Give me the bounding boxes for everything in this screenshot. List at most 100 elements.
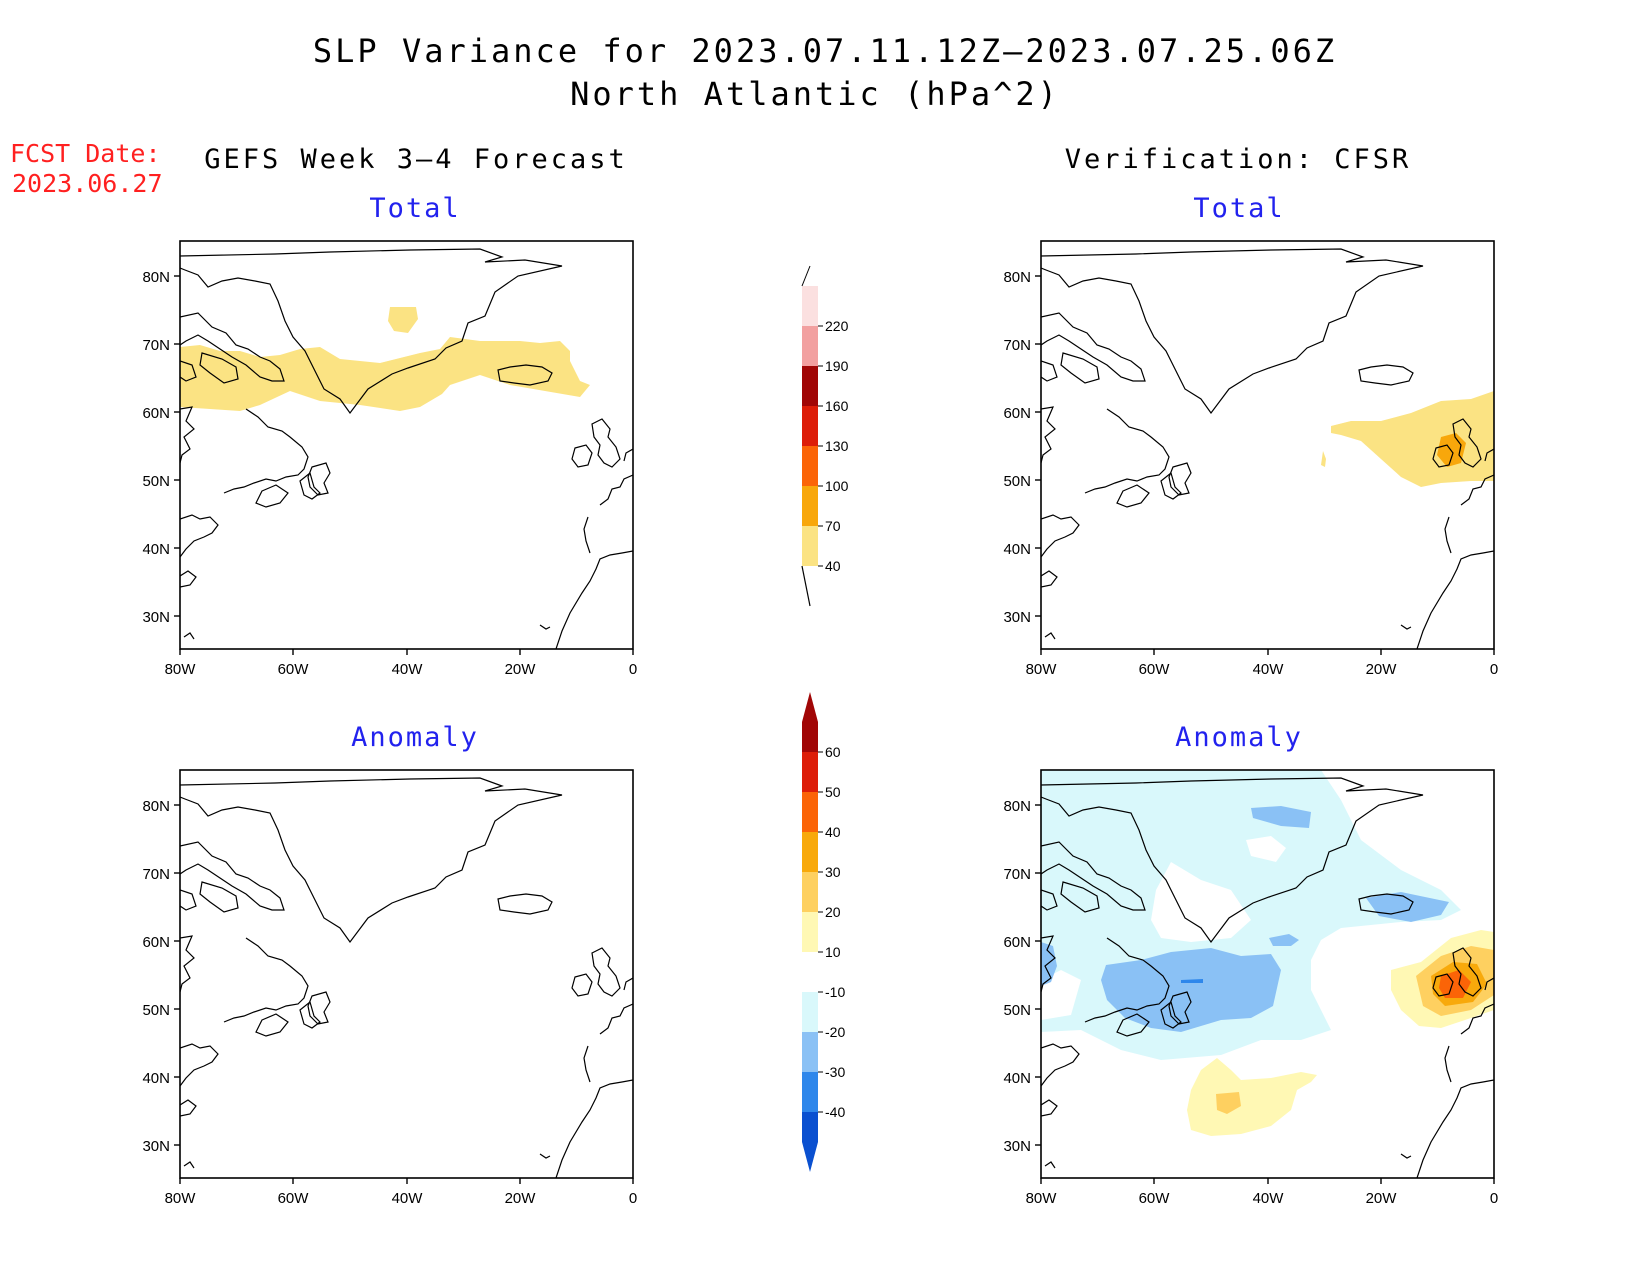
colorbar-swatch [802, 286, 818, 326]
colorbar-swatch [802, 326, 818, 366]
colorbar-level-label: 100 [825, 478, 849, 494]
lat-tick-label: 60N [142, 405, 170, 422]
lat-tick-label: 60N [142, 934, 170, 951]
colorbar-swatch [802, 912, 818, 952]
anomaly-contour-neg20 [1366, 892, 1449, 922]
lon-tick-label: 40W [392, 1190, 424, 1207]
lon-tick-label: 80W [1026, 1190, 1058, 1207]
lon-tick-label: 80W [1026, 661, 1058, 678]
map-panel-verification-anomaly [1034, 769, 1495, 1185]
anomaly-contour-neg20 [1269, 934, 1299, 946]
anomaly-colorbar: -40 -30 -20 -10 10 20 30 40 50 60 [802, 692, 845, 1172]
lon-tick-label: 20W [505, 1190, 537, 1207]
anomaly-contour-neg20 [1041, 942, 1057, 986]
lon-tick-label: 20W [1366, 661, 1398, 678]
colorbar-swatch [802, 526, 818, 566]
lat-tick-label: 80N [142, 798, 170, 815]
right-column-heading: Verification: CFSR [1065, 144, 1412, 175]
colorbar-swatch [802, 1072, 818, 1112]
lat-tick-label: 70N [1003, 866, 1031, 883]
colorbar-tip [801, 265, 811, 287]
colorbar-tail [801, 565, 811, 607]
lon-tick-label: 60W [278, 1190, 310, 1207]
lon-tick-label: 0 [629, 1190, 637, 1207]
colorbar-level-label: 70 [825, 518, 841, 534]
lat-tick-label: 40N [1003, 541, 1031, 558]
colorbar-swatch [802, 446, 818, 486]
lat-tick-label: 60N [1003, 934, 1031, 951]
lat-tick-label: 40N [142, 541, 170, 558]
panel-label-verification-anomaly: Anomaly [1175, 722, 1303, 753]
anomaly-contour-neg20 [1251, 806, 1311, 828]
lat-tick-label: 80N [142, 269, 170, 286]
colorbar-level-label: -20 [825, 1024, 845, 1040]
colorbar-swatch [802, 832, 818, 872]
lat-tick-label: 50N [142, 473, 170, 490]
variance-contour-40 [1321, 451, 1326, 467]
colorbar-level-label: -30 [825, 1064, 845, 1080]
colorbar-swatch [802, 692, 818, 752]
lat-tick-label: 30N [142, 1138, 170, 1155]
anomaly-contour-20 [1216, 1092, 1241, 1114]
anomaly-contour-10 [1187, 1058, 1317, 1136]
lat-tick-label: 80N [1003, 798, 1031, 815]
lon-tick-label: 80W [165, 1190, 197, 1207]
colorbar-level-label: 40 [825, 824, 841, 840]
colorbar-level-label: 50 [825, 784, 841, 800]
panel-label-forecast-total: Total [369, 193, 460, 224]
figure-title: SLP Variance for 2023.07.11.12Z–2023.07.… [313, 32, 1337, 70]
colorbar-level-label: 160 [825, 398, 849, 414]
colorbar-swatch [802, 752, 818, 792]
variance-contour-40 [180, 337, 590, 411]
anomaly-neutral-area [1041, 970, 1081, 1020]
colorbar-level-label: 30 [825, 864, 841, 880]
lon-tick-label: 20W [1366, 1190, 1398, 1207]
map-panel-forecast-total [173, 240, 634, 656]
colorbar-level-label: -10 [825, 984, 845, 1000]
lon-tick-label: 40W [1253, 661, 1285, 678]
colorbar-level-label: 40 [825, 558, 841, 574]
lat-tick-label: 70N [142, 866, 170, 883]
lat-tick-label: 50N [1003, 473, 1031, 490]
lat-tick-label: 30N [142, 609, 170, 626]
lat-tick-label: 60N [1003, 405, 1031, 422]
variance-contour-40 [1331, 391, 1494, 487]
left-column-heading: GEFS Week 3–4 Forecast [204, 144, 628, 175]
lat-tick-label: 50N [142, 1002, 170, 1019]
lon-tick-label: 80W [165, 661, 197, 678]
colorbar-swatch [802, 1032, 818, 1072]
lat-tick-label: 70N [1003, 337, 1031, 354]
anomaly-contour-neg20 [1101, 948, 1281, 1032]
colorbar-swatch [802, 872, 818, 912]
total-colorbar: 40 70 100 130 160 190 220 [801, 265, 849, 607]
lon-tick-label: 40W [1253, 1190, 1285, 1207]
panel-label-verification-total: Total [1193, 193, 1284, 224]
colorbar-swatch [802, 366, 818, 406]
colorbar-swatch [802, 952, 818, 992]
colorbar-swatch [802, 406, 818, 446]
colorbar-level-label: 130 [825, 438, 849, 454]
lon-tick-label: 0 [1490, 661, 1498, 678]
anomaly-neutral-area [1246, 836, 1286, 862]
lat-tick-label: 30N [1003, 609, 1031, 626]
panel-label-forecast-anomaly: Anomaly [351, 722, 479, 753]
lon-tick-label: 60W [1139, 661, 1171, 678]
lon-tick-label: 0 [1490, 1190, 1498, 1207]
colorbar-level-label: 60 [825, 744, 841, 760]
fcst-date-label: FCST Date: [10, 139, 161, 168]
map-panel-forecast-anomaly [173, 769, 634, 1185]
anomaly-contour-neg30 [1181, 979, 1203, 983]
colorbar-swatch [802, 992, 818, 1032]
axis-tick-labels: 80N 70N 60N 50N 40N 30N 80W 60W 40W 20W 0 80N 70N 60N… [142, 269, 1498, 1207]
lat-tick-label: 30N [1003, 1138, 1031, 1155]
colorbar-level-label: 220 [825, 318, 849, 334]
figure-subtitle: North Atlantic (hPa^2) [570, 75, 1060, 113]
map-panel-verification-total [1034, 240, 1495, 656]
colorbar-swatch [802, 486, 818, 526]
fcst-date-value: 2023.06.27 [12, 169, 163, 198]
lon-tick-label: 20W [505, 661, 537, 678]
lon-tick-label: 60W [1139, 1190, 1171, 1207]
anomaly-contour-40 [1439, 970, 1471, 998]
colorbar-level-label: 10 [825, 944, 841, 960]
